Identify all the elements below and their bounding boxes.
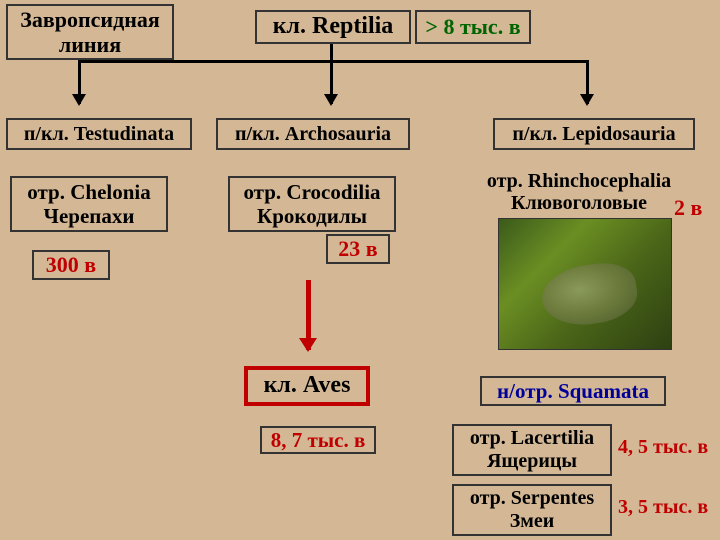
- arrow-to-archosauria: [330, 44, 333, 104]
- rhinchocephalia-count: 2 в: [674, 196, 702, 220]
- crocodilia-count-box: 23 в: [326, 234, 390, 264]
- lineage-box: Завропсидная линия: [6, 4, 174, 60]
- reptilia-box: кл. Reptilia: [255, 10, 411, 44]
- serpentes-box: отр. Serpentes Змеи: [452, 484, 612, 536]
- arrow-to-lepidosauria: [586, 60, 589, 104]
- archosauria-box: п/кл. Archosauria: [216, 118, 410, 150]
- crocodilia-box: отр. Crocodilia Крокодилы: [228, 176, 396, 232]
- lacertilia-count: 4, 5 тыс. в: [618, 436, 708, 458]
- lacertilia-box: отр. Lacertilia Ящерицы: [452, 424, 612, 476]
- aves-box: кл. Aves: [244, 366, 370, 406]
- connector-hline: [78, 60, 588, 63]
- serpentes-count: 3, 5 тыс. в: [618, 496, 708, 518]
- chelonia-box: отр. Chelonia Черепахи: [10, 176, 168, 232]
- rhinchocephalia-label: отр. Rhinchocephalia Клювоголовые: [464, 170, 694, 214]
- reptilia-count-box: > 8 тыс. в: [415, 10, 531, 44]
- tuatara-photo: [498, 218, 672, 350]
- arrow-to-aves: [306, 280, 311, 350]
- arrow-to-testudinata: [78, 60, 81, 104]
- chelonia-count-box: 300 в: [32, 250, 110, 280]
- aves-count-box: 8, 7 тыс. в: [260, 426, 376, 454]
- testudinata-box: п/кл. Testudinata: [6, 118, 192, 150]
- lepidosauria-box: п/кл. Lepidosauria: [493, 118, 695, 150]
- squamata-box: н/отр. Squamata: [480, 376, 666, 406]
